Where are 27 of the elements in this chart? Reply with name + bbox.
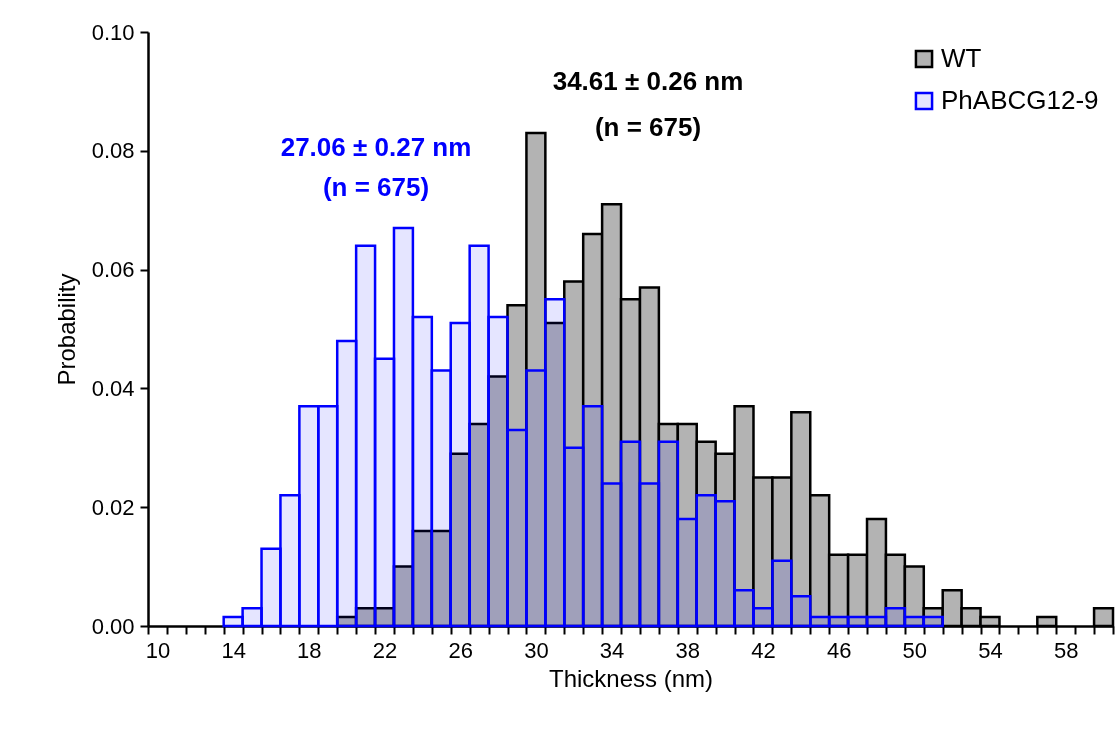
- x-axis-title: Thickness (nm): [548, 664, 714, 692]
- x-tick-label: 10: [145, 637, 171, 663]
- x-tick-label: 14: [221, 637, 246, 663]
- legend-label: WT: [941, 43, 982, 73]
- x-tick-label: 54: [978, 637, 1003, 663]
- y-tick-label: 0.10: [91, 19, 135, 45]
- annotation: (n = 675): [322, 172, 430, 202]
- x-tick-label: 22: [372, 637, 398, 663]
- x-tick-label: 18: [297, 637, 322, 663]
- y-tick-label: 0.00: [91, 613, 135, 639]
- y-tick-label: 0.06: [91, 257, 135, 283]
- x-tick-label: 42: [751, 637, 776, 663]
- annotation: 27.06 ± 0.27 nm: [280, 132, 472, 162]
- x-tick-label: 26: [448, 637, 473, 663]
- y-axis-title: Probability: [52, 273, 80, 386]
- x-tick-label: 58: [1053, 637, 1079, 663]
- x-tick-label: 38: [675, 637, 701, 663]
- y-tick-label: 0.08: [91, 138, 135, 164]
- y-tick-label: 0.02: [91, 494, 135, 520]
- annotation: 34.61 ± 0.26 nm: [552, 66, 744, 96]
- y-tick-label: 0.04: [91, 375, 135, 401]
- annotation: (n = 675): [594, 112, 702, 142]
- x-tick-label: 50: [902, 637, 928, 663]
- x-tick-label: 34: [599, 637, 625, 663]
- x-tick-label: 30: [524, 637, 549, 663]
- x-tick-label: 46: [826, 637, 852, 663]
- legend-label: PhABCG12-9: [941, 85, 1099, 115]
